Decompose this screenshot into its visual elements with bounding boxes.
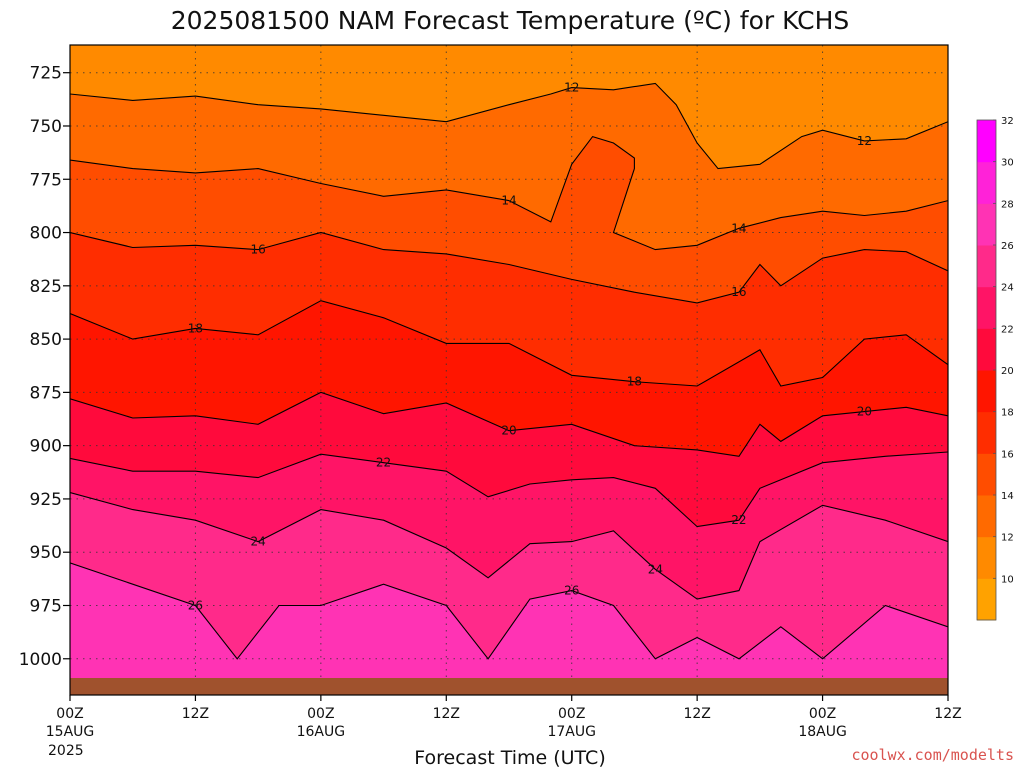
colorbar-swatch-11 xyxy=(977,120,996,163)
colorbar-label-14: 14 xyxy=(1001,491,1014,502)
y-tick-label-725: 725 xyxy=(30,64,62,84)
contour-16 xyxy=(70,231,948,304)
colorbar-swatch-1 xyxy=(977,536,996,579)
contour-26 xyxy=(70,562,948,660)
contour-label-26-0: 26 xyxy=(188,598,203,612)
contour-24 xyxy=(70,491,948,600)
colorbar-label-26: 26 xyxy=(1001,241,1014,252)
temperature-bands xyxy=(70,45,948,695)
colorbar-swatch-0 xyxy=(977,578,996,621)
x-tick-label-84: 12Z xyxy=(934,706,961,722)
y-tick-label-975: 975 xyxy=(30,596,62,616)
contour-18 xyxy=(70,300,948,387)
grid-lines xyxy=(70,45,948,695)
contour-label-26-1: 26 xyxy=(564,584,579,598)
year-label: 2025 xyxy=(48,743,84,759)
x-tick-label-24: 00Z xyxy=(307,706,334,722)
colorbar-swatch-4 xyxy=(977,411,996,454)
y-tick-label-850: 850 xyxy=(30,330,62,350)
y-tick-label-800: 800 xyxy=(30,224,62,244)
x-tick-label-60: 12Z xyxy=(683,706,710,722)
colorbar-label-30: 30 xyxy=(1001,158,1014,169)
contour-label-22-1: 22 xyxy=(731,513,746,527)
colorbar-label-24: 24 xyxy=(1001,283,1014,294)
contour-label-12-0: 12 xyxy=(564,81,579,95)
contour-lines: 12 12 14 14 16 16 18 18 20 20 22 22 24 24 26 26 xyxy=(70,81,948,660)
y-tick-label-775: 775 xyxy=(30,170,62,190)
x-date-label-24: 16AUG xyxy=(297,724,346,740)
colorbar-label-18: 18 xyxy=(1001,408,1014,419)
y-tick-label-825: 825 xyxy=(30,277,62,297)
contour-label-12-1: 12 xyxy=(857,134,872,148)
x-tick-label-12: 12Z xyxy=(182,706,209,722)
colorbar-swatch-7 xyxy=(977,286,996,329)
plot-frame xyxy=(69,44,949,696)
contour-label-18-1: 18 xyxy=(627,375,642,389)
x-tick-label-48: 00Z xyxy=(558,706,585,722)
y-tick-label-875: 875 xyxy=(30,383,62,403)
colorbar-label-22: 22 xyxy=(1001,324,1014,335)
contour-12 xyxy=(70,82,948,170)
x-tick-label-36: 12Z xyxy=(433,706,460,722)
contour-label-20-1: 20 xyxy=(857,405,872,419)
y-tick-label-900: 900 xyxy=(30,437,62,457)
colorbar-swatch-3 xyxy=(977,453,996,496)
x-tick-label-72: 00Z xyxy=(809,706,836,722)
contour-20 xyxy=(70,391,948,457)
colorbar-label-28: 28 xyxy=(1001,199,1014,210)
colorbar-swatch-5 xyxy=(977,370,996,413)
x-axis-label: Forecast Time (UTC) xyxy=(414,747,605,768)
colorbar-label-16: 16 xyxy=(1001,449,1014,460)
colorbar-label-12: 12 xyxy=(1001,533,1014,544)
colorbar-swatch-9 xyxy=(977,203,996,246)
contour-label-18-0: 18 xyxy=(188,321,203,335)
contour-label-24-1: 24 xyxy=(648,562,663,576)
colorbar-legend: 10 12 14 16 18 20 22 24 26 28 30 32 xyxy=(976,116,1014,621)
x-date-label-0: 15AUG xyxy=(46,724,95,740)
chart-title: 2025081500 NAM Forecast Temperature (ºC)… xyxy=(171,6,850,35)
contour-22 xyxy=(70,451,948,528)
credit-text: coolwx.com/modelts xyxy=(851,746,1014,764)
contour-label-20-0: 20 xyxy=(501,424,516,438)
colorbar-label-10: 10 xyxy=(1001,574,1014,585)
colorbar-label-32: 32 xyxy=(1001,116,1014,127)
contour-label-22-0: 22 xyxy=(376,456,391,470)
colorbar-swatch-10 xyxy=(977,161,996,204)
x-date-label-72: 18AUG xyxy=(798,724,847,740)
x-date-label-48: 17AUG xyxy=(547,724,596,740)
colorbar-swatch-8 xyxy=(977,245,996,288)
contour-label-14-1: 14 xyxy=(731,221,746,235)
colorbar-swatch-6 xyxy=(977,328,996,371)
contour-label-24-0: 24 xyxy=(251,535,266,549)
contour-14 xyxy=(70,135,948,251)
ground-surface xyxy=(70,678,948,695)
band-above-26 xyxy=(70,562,948,695)
contour-label-14-0: 14 xyxy=(501,194,516,208)
y-tick-label-1000: 1000 xyxy=(19,650,62,670)
colorbar-swatch-2 xyxy=(977,495,996,538)
contour-label-16-0: 16 xyxy=(251,243,266,257)
y-tick-label-925: 925 xyxy=(30,490,62,510)
colorbar-label-20: 20 xyxy=(1001,366,1014,377)
contour-label-16-1: 16 xyxy=(731,285,746,299)
pressure-axis: 725 750 775 800 825 850 875 900 925 950 975 1000 xyxy=(19,64,70,670)
x-tick-label-0: 00Z xyxy=(56,706,83,722)
time-axis: 00Z 15AUG 12Z 00Z 16AUG 12Z 00Z 17AUG 12Z 00Z 18AU… xyxy=(46,695,962,740)
y-tick-label-950: 950 xyxy=(30,543,62,563)
y-tick-label-750: 750 xyxy=(30,117,62,137)
